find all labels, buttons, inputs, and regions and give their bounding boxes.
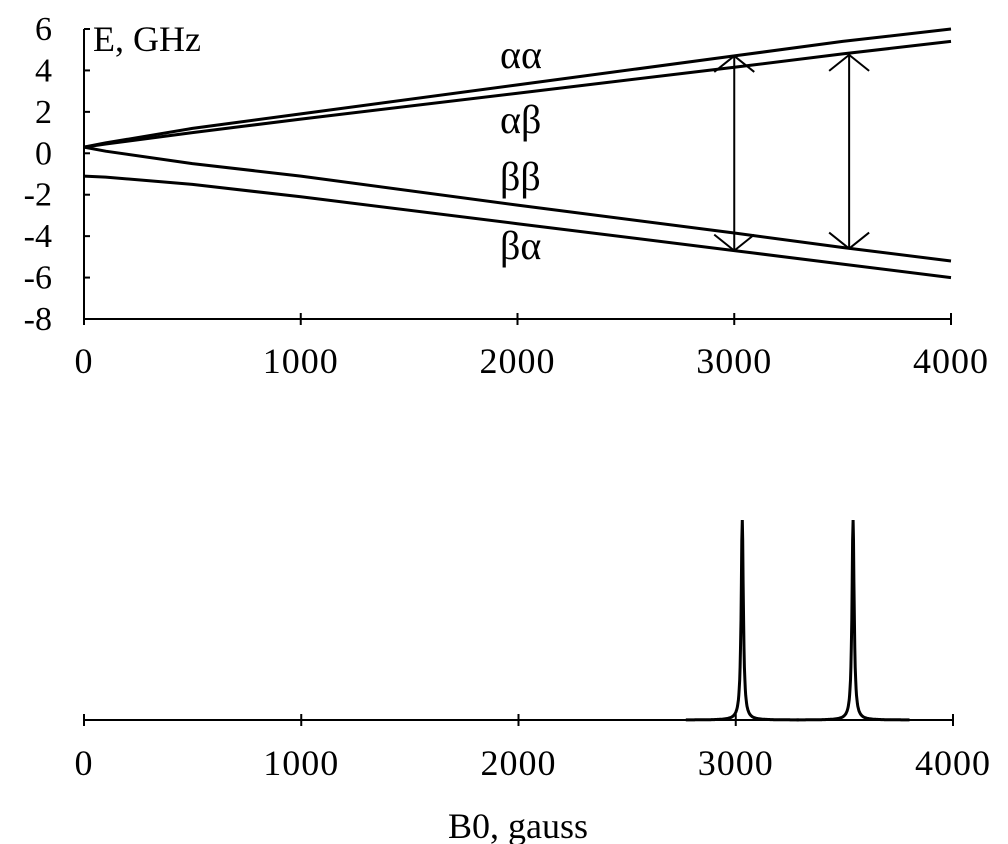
curve-label-aa: αα	[500, 32, 542, 77]
x-ticks: 0 1000 2000 3000 4000	[75, 313, 989, 381]
series-line-3	[83, 174, 952, 280]
series-line-0	[83, 27, 952, 149]
curve-label-ba: βα	[500, 223, 541, 268]
transition-arrows	[713, 53, 870, 252]
x-tick-label: 2000	[480, 341, 556, 381]
y-tick-label: -2	[24, 177, 52, 214]
y-tick-label: -6	[24, 260, 52, 297]
y-tick-label: 2	[35, 94, 52, 131]
series-line-1	[83, 39, 952, 149]
spectrum-x-tick-label: 0	[75, 743, 94, 783]
spectrum-x-tick-label: 1000	[263, 743, 339, 783]
curve-label-ab: αβ	[500, 97, 541, 142]
y-tick-label: -4	[24, 218, 52, 255]
x-axis-title: B0, gauss	[448, 806, 588, 844]
energy-level-plot: E, GHz 6 4 2 0 -2 -4 -6 -8 0 1000 2000 3000 4000 αα…	[24, 11, 989, 381]
series-line-2	[83, 145, 952, 263]
x-tick-label: 4000	[913, 341, 989, 381]
x-tick-label: 1000	[263, 341, 339, 381]
transition-arrow-0	[713, 54, 755, 252]
spectrum-x-ticks: 0 1000 2000 3000 4000	[75, 714, 991, 783]
y-ticks: 6 4 2 0 -2 -4 -6 -8	[24, 11, 90, 338]
x-tick-label: 3000	[696, 341, 772, 381]
x-tick-label: 0	[75, 341, 94, 381]
y-tick-label: 6	[35, 11, 52, 48]
spectrum-peak-0	[685, 519, 799, 722]
curve-label-bb: ββ	[500, 154, 541, 199]
spectrum-x-tick-label: 3000	[698, 743, 774, 783]
energy-curves	[83, 27, 952, 280]
spectrum-peaks	[685, 519, 910, 722]
spectrum-x-tick-label: 2000	[481, 743, 557, 783]
y-tick-label: 4	[35, 52, 52, 89]
y-axis-title: E, GHz	[93, 19, 201, 59]
y-tick-label: -8	[24, 301, 52, 338]
transition-arrow-1	[828, 53, 870, 250]
spectrum-plot: 0 1000 2000 3000 4000 B0, gauss	[75, 519, 991, 844]
spectrum-peak-1	[796, 519, 910, 722]
spectrum-x-tick-label: 4000	[915, 743, 991, 783]
y-tick-label: 0	[35, 135, 52, 172]
